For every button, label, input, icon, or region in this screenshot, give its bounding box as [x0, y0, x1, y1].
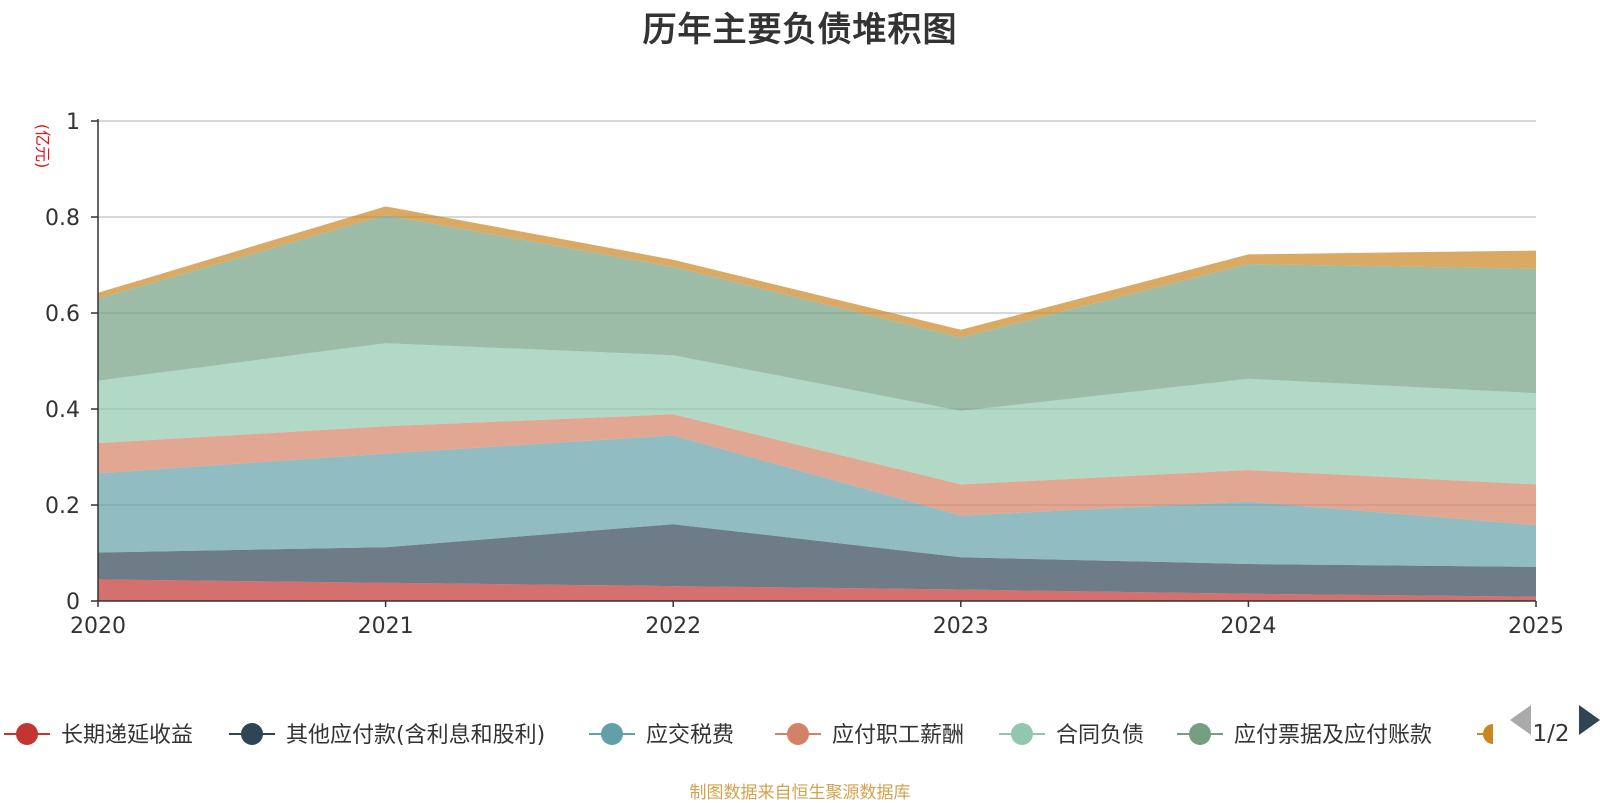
y-tick-label: 0.2	[45, 494, 80, 519]
legend-page-indicator: 1/2	[1532, 721, 1569, 747]
legend-item-1[interactable]: 其他应付款(含利息和股利)	[229, 723, 545, 748]
legend-prev-page-icon[interactable]	[1510, 705, 1531, 735]
legend-next-page-icon[interactable]	[1579, 705, 1600, 735]
stacked-areas	[98, 206, 1536, 601]
x-tick-label: 2023	[933, 614, 989, 639]
y-tick-label: 1	[66, 110, 80, 135]
y-tick-label: 0.4	[45, 398, 80, 423]
y-axis-unit-label: (亿元)	[33, 124, 52, 169]
legend-marker-icon	[601, 723, 623, 745]
x-tick-label: 2021	[358, 614, 414, 639]
area-series-3[interactable]	[98, 414, 1536, 526]
legend-label: 长期递延收益	[61, 723, 193, 748]
axes: 0 0.2 0.4 0.6 0.8 1 2020 2021 2022 2023 2024 2025	[45, 110, 1564, 639]
y-tick-label: 0.8	[45, 206, 80, 231]
legend-item-6[interactable]	[1477, 724, 1493, 744]
x-tick-label: 2020	[70, 614, 126, 639]
area-series-0[interactable]	[98, 579, 1536, 601]
legend-label: 其他应付款(含利息和股利)	[286, 723, 545, 748]
legend-marker-icon	[241, 723, 263, 745]
chart-title: 历年主要负债堆积图	[642, 10, 958, 50]
area-series-4[interactable]	[98, 343, 1536, 485]
area-series-5[interactable]	[98, 215, 1536, 411]
legend-marker-icon	[1011, 723, 1033, 745]
area-series-1[interactable]	[98, 524, 1536, 597]
legend-item-5[interactable]: 应付票据及应付账款	[1177, 723, 1432, 748]
y-tick-label: 0.6	[45, 302, 80, 327]
legend: 长期递延收益 其他应付款(含利息和股利) 应交税费 应付职工薪酬 合同负债 应付票据及应付…	[4, 723, 1493, 748]
legend-marker-icon	[16, 723, 38, 745]
legend-item-4[interactable]: 合同负债	[999, 723, 1144, 748]
data-source-note: 制图数据来自恒生聚源数据库	[689, 783, 911, 803]
x-tick-label: 2025	[1508, 614, 1564, 639]
x-tick-label: 2024	[1220, 614, 1276, 639]
legend-label: 应付职工薪酬	[832, 723, 964, 748]
legend-item-3[interactable]: 应付职工薪酬	[775, 723, 964, 748]
legend-marker-icon	[787, 723, 809, 745]
legend-item-2[interactable]: 应交税费	[589, 723, 734, 748]
legend-label: 应付票据及应付账款	[1234, 723, 1432, 748]
legend-marker-icon	[1189, 723, 1211, 745]
legend-item-0[interactable]: 长期递延收益	[4, 723, 193, 748]
area-series-2[interactable]	[98, 435, 1536, 567]
legend-label: 应交税费	[646, 723, 734, 748]
y-tick-label: 0	[66, 590, 80, 615]
legend-marker-icon	[1483, 724, 1493, 744]
legend-label: 合同负债	[1056, 723, 1144, 748]
x-tick-label: 2022	[645, 614, 701, 639]
legend-pager: 1/2	[1510, 705, 1600, 747]
